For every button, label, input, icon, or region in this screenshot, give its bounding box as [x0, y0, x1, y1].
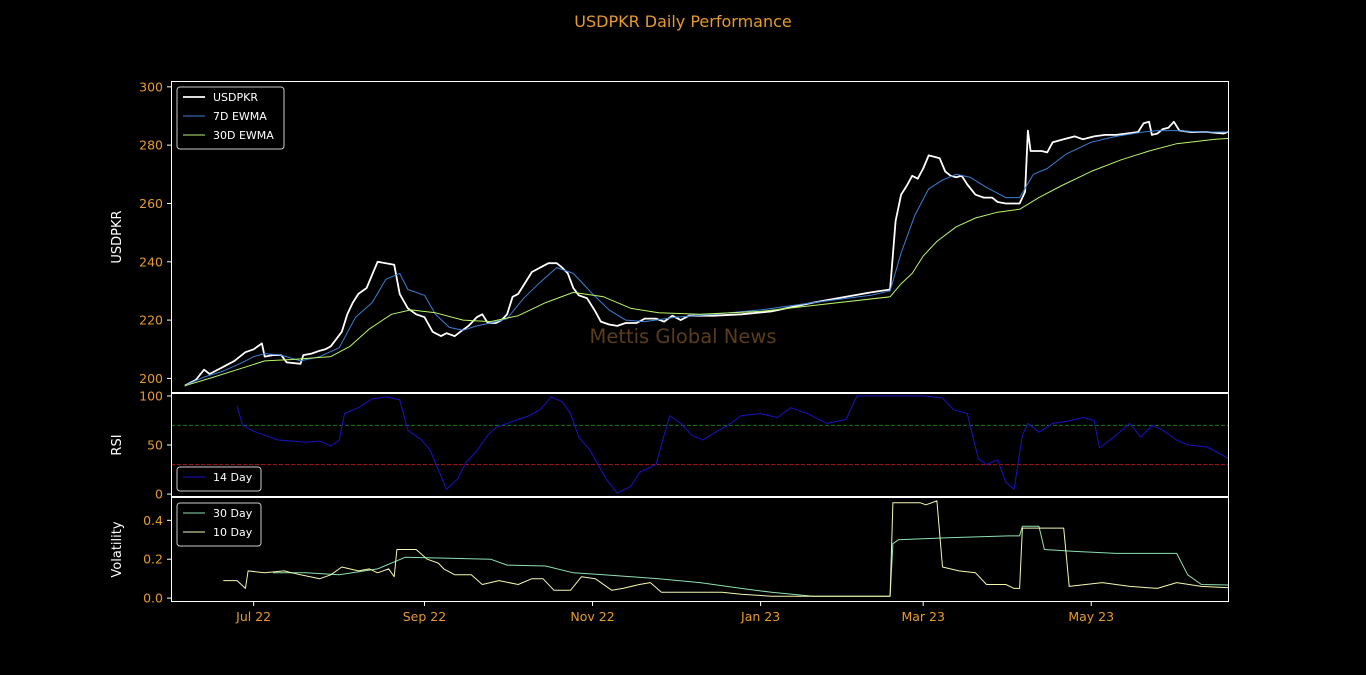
- price-frame: [171, 81, 1229, 393]
- price-ytick-label: 220: [139, 313, 163, 328]
- rsi-series-14-day: [236, 395, 1229, 494]
- rsi-ytick-label: 50: [147, 438, 163, 453]
- rsi-legend: 14 Day: [176, 466, 262, 492]
- rsi-series-group: [236, 395, 1229, 494]
- price-series-7d-ewma: [184, 130, 1229, 387]
- chart-title: USDPKR Daily Performance: [574, 12, 792, 31]
- price-legend-box: [176, 86, 285, 150]
- price-ytick-label: 240: [139, 254, 163, 269]
- rsi-ylabel: RSI: [110, 434, 125, 455]
- legend-label-10-day: 10 Day: [213, 526, 253, 539]
- volatility-ytick-label: 0.2: [143, 552, 163, 567]
- volatility-panel: 0.0 0.2 0.4 Volatility 30 Day 10 Day: [110, 497, 1229, 606]
- price-series-30d-ewma: [184, 137, 1229, 387]
- volatility-series-10-day: [223, 500, 1229, 597]
- x-axis: Jul 22 Sep 22 Nov 22 Jan 23 Mar 23 May 23: [235, 602, 1114, 624]
- rsi-ytick-label: 100: [139, 388, 163, 403]
- volatility-ytick-label: 0.0: [143, 591, 163, 606]
- rsi-legend-box: [176, 466, 262, 492]
- xtick-label: Mar 23: [901, 609, 944, 624]
- price-ytick-label: 200: [139, 371, 163, 386]
- legend-label-30-day: 30 Day: [213, 507, 253, 520]
- legend-label-14-day: 14 Day: [213, 471, 253, 484]
- xtick-label: May 23: [1068, 609, 1114, 624]
- xtick-label: Jan 23: [740, 609, 780, 624]
- price-ytick-label: 280: [139, 138, 163, 153]
- volatility-legend: 30 Day 10 Day: [176, 502, 262, 547]
- legend-label-usdpkr: USDPKR: [213, 91, 258, 104]
- legend-label-7d-ewma: 7D EWMA: [213, 110, 267, 123]
- rsi-panel: 0 50 100 RSI 14 Day: [110, 388, 1229, 502]
- xtick-label: Nov 22: [570, 609, 614, 624]
- volatility-ytick-label: 0.4: [143, 513, 163, 528]
- panels-layer: 200 220 240 260 280 300 USDPKR USDPKR 7D EWMA 30D…: [110, 79, 1229, 606]
- price-ytick-label: 260: [139, 196, 163, 211]
- price-ylabel: USDPKR: [110, 210, 125, 263]
- volatility-ylabel: Volatility: [110, 521, 125, 577]
- watermark-text: Mettis Global News: [590, 325, 777, 348]
- volatility-series-group: [223, 500, 1229, 597]
- xtick-label: Jul 22: [235, 609, 271, 624]
- price-series-group: [184, 120, 1229, 387]
- price-ytick-label: 300: [139, 79, 163, 94]
- price-series-usdpkr: [184, 120, 1229, 387]
- legend-label-30d-ewma: 30D EWMA: [213, 129, 274, 142]
- volatility-legend-box: [176, 502, 262, 547]
- price-panel: 200 220 240 260 280 300 USDPKR USDPKR 7D EWMA 30D…: [110, 79, 1229, 393]
- price-legend: USDPKR 7D EWMA 30D EWMA: [176, 86, 285, 150]
- rsi-ytick-label: 0: [155, 487, 163, 502]
- xtick-label: Sep 22: [403, 609, 446, 624]
- volatility-frame: [171, 497, 1229, 602]
- rsi-frame: [171, 393, 1229, 497]
